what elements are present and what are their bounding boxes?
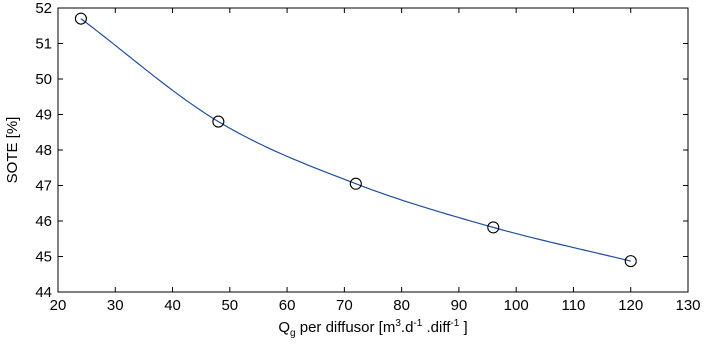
x-tick-label: 60	[279, 297, 296, 314]
x-tick-label: 70	[336, 297, 353, 314]
x-tick-label: 90	[451, 297, 468, 314]
data-point-marker	[487, 221, 500, 234]
data-point-marker	[349, 177, 362, 190]
y-tick-label: 44	[35, 284, 52, 301]
y-tick-label: 49	[35, 107, 52, 124]
data-point-marker	[624, 255, 637, 268]
x-axis-title: Qg per diffusor [m3.d-1 .diff-1 ]	[278, 318, 467, 339]
y-axis-title: SOTE [%]	[4, 117, 21, 184]
y-tick-label: 48	[35, 142, 52, 159]
y-tick-label: 47	[35, 178, 52, 195]
x-tick-label: 80	[393, 297, 410, 314]
x-tick-label: 130	[675, 297, 700, 314]
x-tick-label: 120	[618, 297, 643, 314]
y-tick-label: 51	[35, 36, 52, 53]
data-point-marker	[74, 12, 87, 25]
y-tick-label: 46	[35, 213, 52, 230]
x-tick-label: 30	[107, 297, 124, 314]
y-tick-label: 52	[35, 0, 52, 17]
y-tick-label: 50	[35, 71, 52, 88]
x-tick-label: 20	[50, 297, 67, 314]
y-axis-ticks: 44 45 46 47 48 49 50 51 52	[35, 0, 688, 301]
series-line	[80, 18, 631, 262]
x-tick-label: 100	[504, 297, 529, 314]
x-tick-label: 110	[561, 297, 585, 314]
x-tick-label: 50	[221, 297, 238, 314]
x-tick-label: 40	[164, 297, 181, 314]
data-point-marker	[212, 115, 225, 128]
data-markers	[74, 12, 637, 268]
y-tick-label: 45	[35, 249, 52, 266]
plot-frame	[57, 7, 689, 293]
x-axis-ticks: 20 30 40 50 60 70 80 90 100 110 120 130	[50, 8, 701, 314]
